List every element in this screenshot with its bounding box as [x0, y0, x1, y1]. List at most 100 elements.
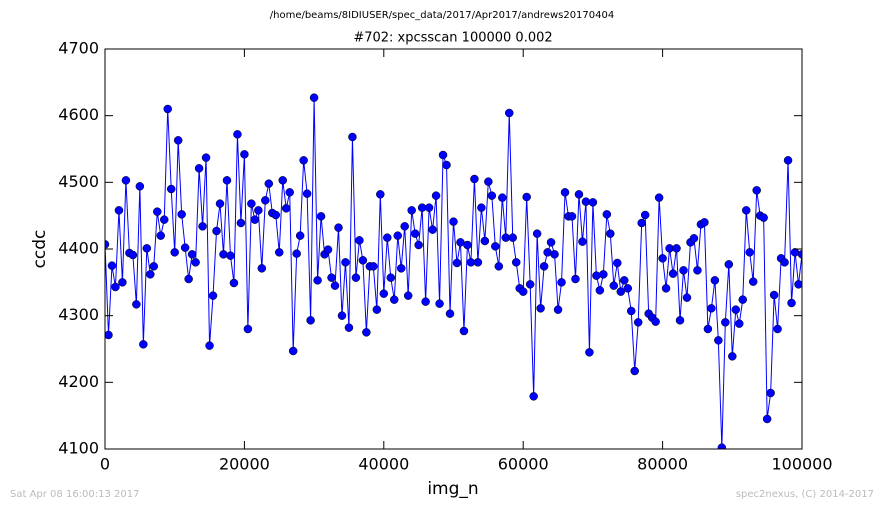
data-point — [445, 309, 455, 318]
data-point — [396, 264, 406, 273]
data-point — [585, 348, 594, 357]
data-point — [275, 248, 284, 257]
data-point — [194, 164, 204, 173]
data-point — [407, 206, 416, 215]
data-point — [630, 366, 639, 376]
data-point — [766, 388, 775, 398]
data-point — [278, 176, 287, 185]
data-point — [247, 199, 256, 208]
y-tick-label: 4500 — [58, 172, 99, 191]
data-point — [748, 277, 758, 286]
data-point — [675, 316, 685, 325]
data-point — [306, 316, 315, 325]
data-point — [180, 243, 190, 252]
data-point — [261, 196, 270, 205]
y-tick-label: 4100 — [58, 439, 99, 458]
data-point — [738, 295, 748, 304]
data-point — [208, 291, 218, 300]
data-point — [414, 240, 423, 250]
data-point — [309, 93, 319, 102]
data-point — [703, 324, 713, 334]
chart-suptitle: /home/beams/8IDIUSER/spec_data/2017/Apr2… — [270, 10, 614, 21]
y-axis-label: ccdc — [30, 230, 50, 269]
data-point — [271, 210, 281, 220]
data-point — [316, 212, 326, 221]
data-point — [299, 156, 308, 165]
data-point — [163, 104, 172, 114]
data-point — [250, 215, 260, 224]
data-point — [459, 326, 469, 336]
data-point — [571, 274, 580, 284]
data-point — [111, 282, 120, 292]
data-point — [745, 248, 754, 257]
data-point — [295, 231, 305, 240]
data-point — [105, 330, 113, 340]
plot-area — [105, 93, 802, 449]
data-point — [372, 305, 382, 314]
data-point — [539, 262, 549, 271]
data-point — [616, 287, 626, 296]
data-point — [132, 300, 141, 309]
data-point — [505, 108, 514, 118]
data-point — [532, 229, 542, 238]
data-point — [637, 218, 646, 228]
data-point — [421, 297, 430, 306]
data-point — [769, 290, 779, 300]
data-point — [473, 258, 483, 267]
data-point — [452, 258, 462, 268]
data-point — [588, 198, 598, 207]
y-tick-label: 4700 — [58, 39, 99, 58]
data-point — [651, 317, 660, 326]
data-point — [731, 305, 741, 314]
data-point — [525, 280, 535, 289]
data-point — [511, 258, 521, 267]
y-tick-label: 4200 — [58, 372, 99, 391]
data-point — [358, 256, 368, 265]
plot-frame — [104, 48, 803, 450]
data-point — [449, 217, 458, 226]
data-point — [599, 270, 608, 279]
data-point — [780, 258, 789, 267]
data-point — [410, 229, 420, 238]
data-point — [640, 210, 650, 220]
data-point — [463, 240, 472, 250]
data-point — [442, 160, 451, 170]
data-point — [679, 266, 688, 275]
data-point — [121, 176, 131, 185]
chart-title: #702: xpcsscan 100000 0.002 — [353, 31, 552, 46]
data-point — [369, 262, 378, 271]
data-point — [156, 231, 166, 240]
data-point — [428, 225, 437, 234]
data-point — [351, 273, 361, 282]
data-point — [212, 226, 221, 236]
data-point — [550, 250, 559, 259]
data-point — [184, 274, 193, 284]
x-tick-label: 40000 — [358, 455, 409, 474]
data-point — [243, 324, 253, 334]
data-point — [383, 233, 392, 242]
data-point — [578, 237, 587, 246]
footer-left: Sat Apr 08 16:00:13 2017 — [10, 489, 140, 500]
data-point — [139, 340, 148, 349]
data-point — [522, 192, 531, 202]
data-point — [191, 258, 200, 267]
data-point — [536, 304, 545, 313]
data-point — [613, 258, 622, 268]
data-point — [135, 182, 145, 191]
data-point — [376, 190, 385, 199]
data-point — [693, 266, 702, 275]
data-point — [355, 236, 364, 245]
data-point — [658, 254, 667, 263]
data-point — [721, 318, 730, 327]
data-point — [654, 193, 664, 202]
data-point — [783, 156, 793, 165]
data-point — [334, 223, 343, 232]
footer-right: spec2nexus, (C) 2014-2017 — [736, 489, 874, 500]
data-point — [166, 184, 176, 194]
x-tick-label: 80000 — [637, 455, 688, 474]
data-point — [518, 287, 528, 296]
data-point — [477, 203, 486, 212]
data-point — [498, 193, 507, 202]
data-point — [205, 341, 214, 350]
data-point — [728, 352, 737, 361]
